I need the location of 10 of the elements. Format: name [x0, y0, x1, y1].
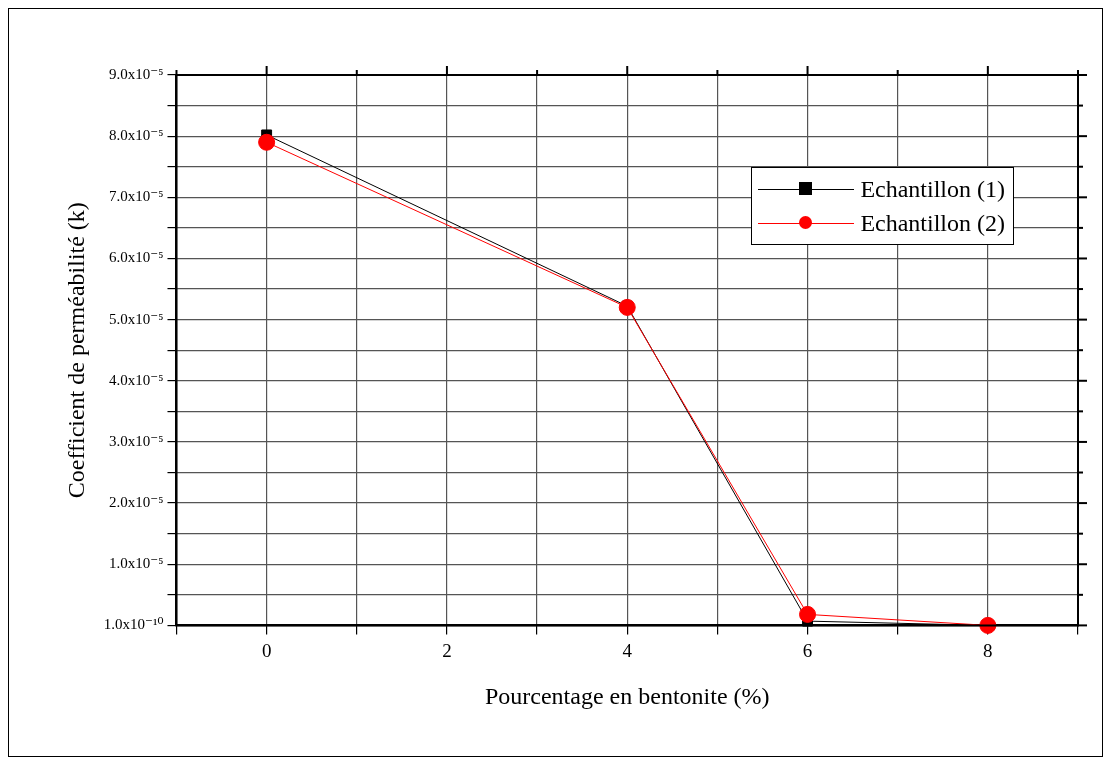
x-tick-label: 0	[261, 639, 272, 661]
legend-label: Echantillon (2)	[860, 209, 1005, 237]
x-axis-title: Pourcentage en bentonite (%)	[484, 682, 770, 709]
x-tick-label: 6	[802, 639, 813, 661]
x-tick-label: 2	[442, 639, 452, 661]
x-tick-label: 8	[983, 639, 993, 661]
x-tick-label: 4	[622, 639, 633, 661]
y-tick-label: 9.0x10⁻⁵	[109, 65, 164, 82]
legend-label: Echantillon (1)	[860, 175, 1005, 203]
y-axis-title: Coefficient de perméabilité (k)	[62, 202, 89, 499]
